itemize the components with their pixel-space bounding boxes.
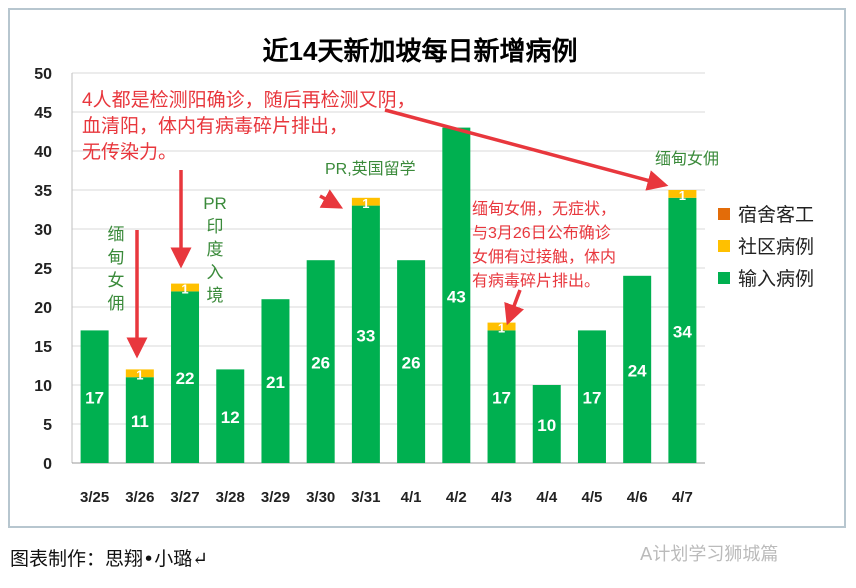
annotation-326: 甸 xyxy=(108,248,125,267)
y-tick-label: 35 xyxy=(34,183,52,200)
annotation-main-note: 4人都是检测阳确诊，随后再检测又阴， xyxy=(82,89,416,111)
bar-imported xyxy=(125,377,154,463)
caption: 图表制作：思翔•小璐↵ xyxy=(10,548,209,570)
x-tick-label: 3/29 xyxy=(261,489,290,506)
y-tick-label: 20 xyxy=(34,300,52,317)
data-label: 17 xyxy=(85,389,104,408)
annotation-main-note: 无传染力。 xyxy=(82,141,177,163)
x-tick-label: 3/30 xyxy=(306,489,335,506)
x-tick-label: 3/31 xyxy=(351,489,380,506)
annotation-main-note: 血清阳，体内有病毒碎片排出， xyxy=(82,115,348,137)
watermark: A计划学习狮城篇 xyxy=(640,544,779,565)
x-tick-label: 3/28 xyxy=(216,489,245,506)
x-tick-label: 4/4 xyxy=(536,489,558,506)
data-label: 1 xyxy=(362,196,369,211)
bar-imported xyxy=(532,385,561,463)
data-label: 21 xyxy=(266,373,285,392)
annotation-327: 入 xyxy=(207,263,224,282)
x-tick-label: 3/25 xyxy=(80,489,109,506)
annotation-331: PR,英国留学 xyxy=(325,160,416,178)
y-tick-label: 25 xyxy=(34,261,52,278)
x-tick-label: 4/7 xyxy=(672,489,693,506)
annotation-327: 度 xyxy=(207,240,224,259)
x-tick-label: 4/1 xyxy=(401,489,422,506)
annotation-326: 女 xyxy=(108,271,125,290)
annotation-327: PR xyxy=(203,194,227,213)
legend-label: 社区病例 xyxy=(738,236,814,258)
data-label: 26 xyxy=(402,354,421,373)
legend-swatch xyxy=(718,208,730,220)
y-tick-label: 15 xyxy=(34,339,52,356)
data-label: 1 xyxy=(181,282,188,297)
legend-swatch xyxy=(718,272,730,284)
bar-imported xyxy=(171,291,200,463)
data-label: 11 xyxy=(131,412,149,431)
bar-community xyxy=(487,322,516,331)
x-tick-label: 4/5 xyxy=(582,489,603,506)
data-label: 34 xyxy=(673,322,692,341)
y-tick-label: 50 xyxy=(34,66,52,83)
bar-imported xyxy=(261,299,290,463)
data-label: 10 xyxy=(537,416,556,435)
bar-imported xyxy=(668,197,697,464)
data-label: 1 xyxy=(679,188,686,203)
data-label: 1 xyxy=(136,367,143,382)
data-label: 26 xyxy=(311,354,330,373)
data-label: 17 xyxy=(492,389,511,408)
bar-community xyxy=(171,283,200,292)
y-tick-label: 30 xyxy=(34,222,52,239)
data-label: 24 xyxy=(628,361,647,380)
y-tick-label: 0 xyxy=(43,456,52,473)
x-tick-label: 4/3 xyxy=(491,489,512,506)
annotation-407: 缅甸女佣 xyxy=(655,149,719,168)
annotation-arrow xyxy=(319,189,344,209)
x-tick-label: 3/26 xyxy=(125,489,154,506)
bar-imported xyxy=(216,369,245,463)
annotation-326: 佣 xyxy=(108,294,125,313)
bar-community xyxy=(125,369,154,378)
annotation-327: 印 xyxy=(207,217,224,236)
annotation-arrow xyxy=(504,289,524,326)
data-label: 1 xyxy=(498,321,505,336)
y-tick-label: 10 xyxy=(34,378,52,395)
bar-imported xyxy=(351,205,380,463)
x-tick-label: 3/27 xyxy=(170,489,199,506)
annotation-403: 缅甸女佣，无症状， xyxy=(472,199,616,218)
x-tick-label: 4/2 xyxy=(446,489,467,506)
data-label: 22 xyxy=(176,369,195,388)
data-label: 33 xyxy=(356,326,375,345)
legend-swatch xyxy=(718,240,730,252)
bar-imported xyxy=(80,330,109,463)
chart-frame xyxy=(8,8,846,528)
data-label: 43 xyxy=(447,287,466,306)
bar-imported xyxy=(623,275,652,463)
y-tick-label: 40 xyxy=(34,144,52,161)
bar-imported xyxy=(306,260,335,463)
annotation-arrow xyxy=(384,108,669,191)
bar-imported xyxy=(442,127,471,463)
data-label: 17 xyxy=(583,389,602,408)
chart-title: 近14天新加坡每日新增病例 xyxy=(263,36,578,66)
data-label: 12 xyxy=(221,408,240,427)
bar-imported xyxy=(577,330,606,463)
bar-imported xyxy=(487,330,516,463)
annotation-403: 有病毒碎片排出。 xyxy=(472,272,600,290)
bar-community xyxy=(351,197,380,206)
y-tick-label: 5 xyxy=(43,417,52,434)
y-tick-label: 45 xyxy=(34,105,52,122)
annotation-327: 境 xyxy=(207,286,224,305)
annotation-326: 缅 xyxy=(108,225,125,244)
legend-label: 输入病例 xyxy=(738,268,814,290)
x-tick-label: 4/6 xyxy=(627,489,648,506)
annotation-403: 女佣有过接触，体内 xyxy=(472,247,616,266)
bar-imported xyxy=(397,260,426,463)
bar-community xyxy=(668,190,697,198)
legend-label: 宿舍客工 xyxy=(738,204,814,226)
annotation-403: 与3月26日公布确诊 xyxy=(472,224,611,242)
